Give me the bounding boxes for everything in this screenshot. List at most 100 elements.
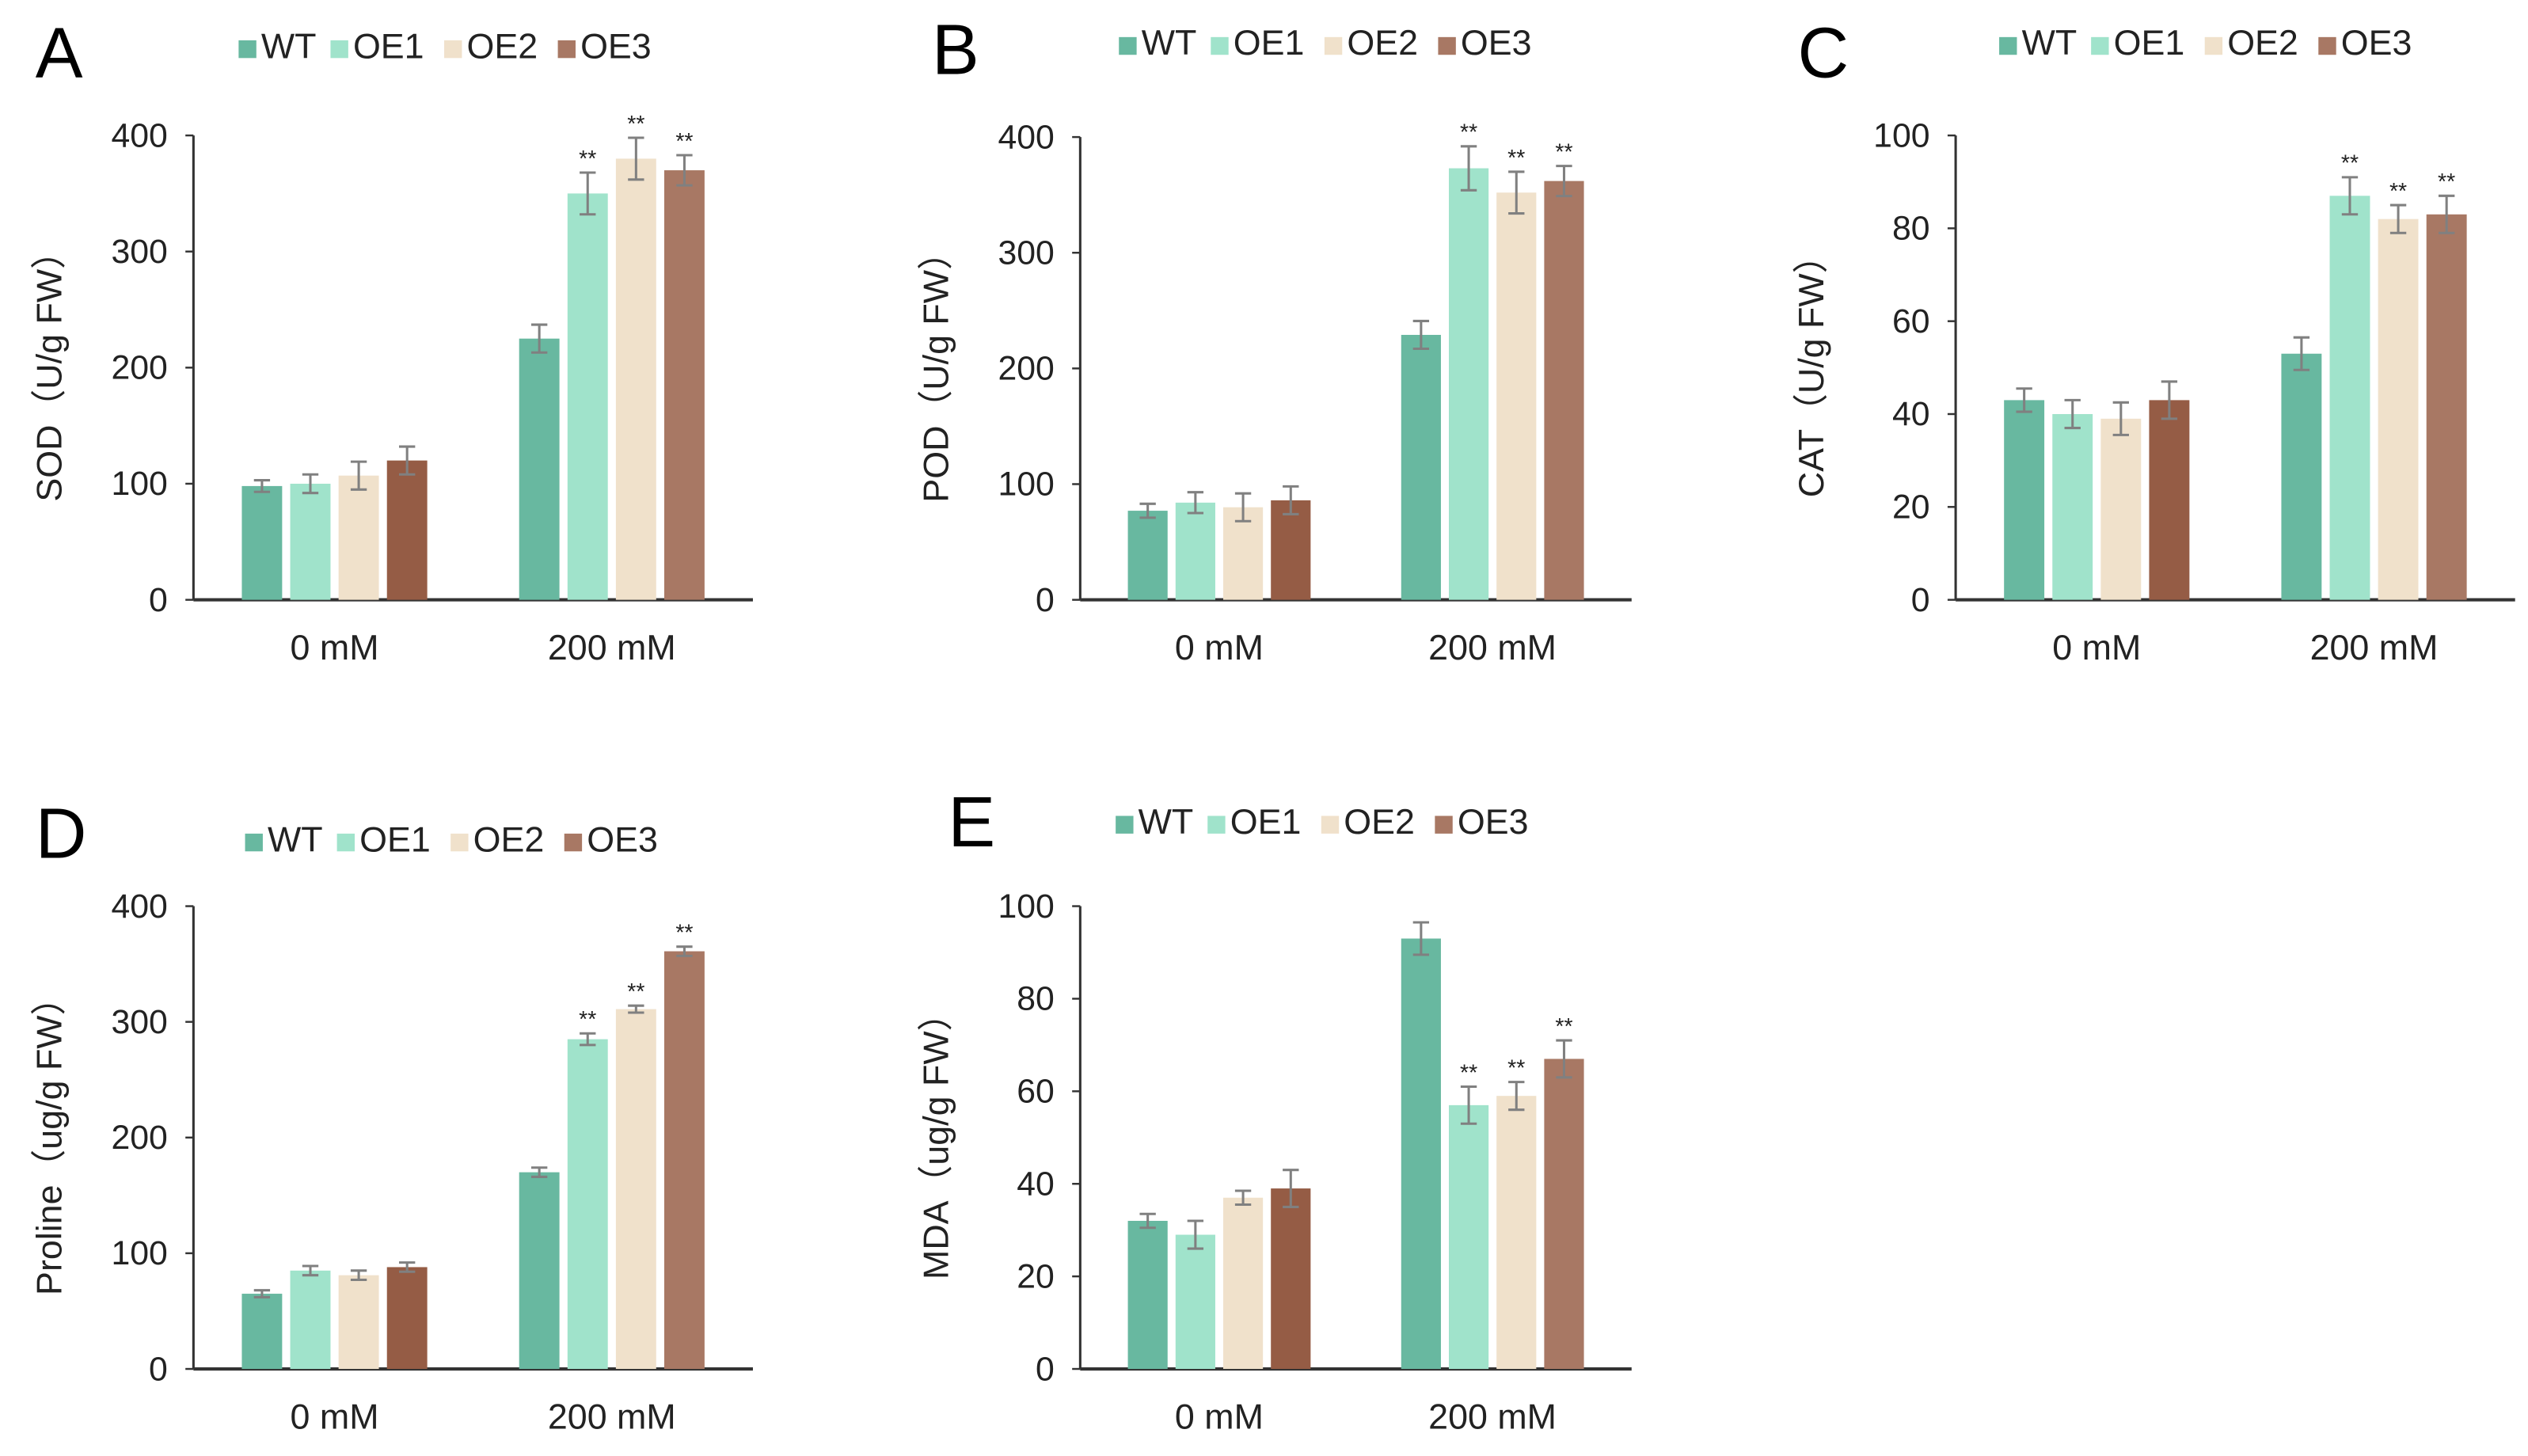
bar-oe1-200mm bbox=[1448, 1104, 1489, 1370]
bar-oe2-200mm bbox=[615, 158, 656, 600]
legend-label-oe3: OE3 bbox=[587, 819, 658, 859]
legend-swatch-oe2 bbox=[2204, 36, 2223, 55]
bar-oe3-200mm bbox=[1544, 1059, 1584, 1370]
legend-label-oe2: OE2 bbox=[1344, 802, 1415, 842]
x-tick-label: 0 mM bbox=[1175, 628, 1264, 667]
bar-oe3-200mm bbox=[2426, 214, 2467, 600]
y-axis-label: MDA（ug/g FW） bbox=[916, 996, 956, 1279]
significance-marker: ** bbox=[2438, 169, 2455, 195]
bar-oe3-0mm bbox=[386, 1267, 428, 1370]
y-axis-label: SOD（U/g FW） bbox=[29, 234, 69, 502]
legend-swatch-wt bbox=[1116, 815, 1134, 834]
legend-swatch-oe1 bbox=[2091, 36, 2109, 55]
bar-oe3-200mm bbox=[663, 170, 705, 600]
bar-oe3-0mm bbox=[1271, 1188, 1311, 1370]
legend-label-oe2: OE2 bbox=[1347, 23, 1418, 63]
legend-swatch-oe2 bbox=[1321, 815, 1340, 834]
bar-oe1-200mm bbox=[2329, 196, 2370, 600]
bar-wt-0mm bbox=[1127, 511, 1168, 600]
x-tick-label: 200 mM bbox=[548, 628, 676, 667]
bar-oe2-0mm bbox=[1222, 1197, 1264, 1370]
panel-C: C WT OE1 OE2 OE3 0 20 40 60 80 100 CAT（U/g FW） 0 mM 2… bbox=[1792, 13, 2515, 667]
bar-wt-200mm bbox=[519, 1172, 560, 1370]
bar-oe1-0mm bbox=[290, 483, 331, 600]
bar-wt-200mm bbox=[519, 338, 560, 600]
bar-oe2-0mm bbox=[1222, 507, 1264, 600]
x-tick-label: 200 mM bbox=[548, 1397, 676, 1436]
significance-marker: ** bbox=[1555, 139, 1572, 165]
bar-oe2-0mm bbox=[338, 1275, 379, 1370]
legend-swatch-oe2 bbox=[444, 40, 462, 59]
bar-oe1-0mm bbox=[2052, 413, 2093, 600]
panel-letter: A bbox=[36, 13, 83, 93]
legend-label-oe2: OE2 bbox=[467, 26, 538, 66]
x-tick-label: 200 mM bbox=[2310, 628, 2439, 667]
legend-label-oe1: OE1 bbox=[353, 26, 424, 66]
bar-wt-200mm bbox=[2281, 353, 2322, 600]
y-tick-label: 100 bbox=[998, 888, 1054, 926]
x-tick-label: 200 mM bbox=[1428, 628, 1557, 667]
bar-wt-0mm bbox=[241, 485, 283, 600]
bar-oe2-200mm bbox=[615, 1009, 656, 1370]
bar-oe3-0mm bbox=[1271, 500, 1311, 600]
legend-label-oe1: OE1 bbox=[2114, 23, 2185, 63]
y-tick-label: 200 bbox=[111, 1119, 167, 1157]
legend-label-oe2: OE2 bbox=[2227, 23, 2298, 63]
legend-label-oe3: OE3 bbox=[1461, 23, 1532, 63]
legend-swatch-wt bbox=[1999, 36, 2017, 55]
legend-swatch-oe3 bbox=[564, 833, 583, 852]
significance-marker: ** bbox=[1507, 1055, 1525, 1081]
legend-label-oe1: OE1 bbox=[1234, 23, 1305, 63]
bar-oe1-0mm bbox=[1175, 502, 1215, 600]
panel-letter: C bbox=[1798, 13, 1849, 93]
bar-oe1-200mm bbox=[567, 193, 608, 600]
panel-letter: B bbox=[932, 10, 979, 89]
y-axis-label: Proline（ug/g FW） bbox=[29, 980, 69, 1295]
y-axis-label: CAT（U/g FW） bbox=[1792, 238, 1831, 497]
legend-swatch-oe3 bbox=[1435, 815, 1453, 834]
y-tick-label: 0 bbox=[1036, 581, 1055, 619]
significance-marker: ** bbox=[627, 112, 644, 137]
bar-oe3-0mm bbox=[386, 460, 428, 600]
significance-marker: ** bbox=[2389, 179, 2407, 204]
bar-oe2-200mm bbox=[1496, 192, 1537, 600]
x-tick-label: 0 mM bbox=[2052, 628, 2141, 667]
legend-swatch-oe1 bbox=[1211, 36, 1229, 55]
legend-swatch-wt bbox=[238, 40, 257, 59]
y-tick-label: 0 bbox=[1036, 1350, 1055, 1388]
panel-D: D WT OE1 OE2 OE3 0 100 200 300 400 Proline（ug/g FW… bbox=[29, 793, 753, 1436]
bar-wt-0mm bbox=[241, 1294, 283, 1370]
y-tick-label: 0 bbox=[149, 1350, 168, 1388]
legend-swatch-oe3 bbox=[557, 40, 576, 59]
bar-wt-200mm bbox=[1401, 334, 1441, 600]
bar-oe1-200mm bbox=[1448, 168, 1489, 600]
bar-oe3-200mm bbox=[1544, 181, 1584, 600]
bar-wt-0mm bbox=[1127, 1220, 1168, 1370]
bar-oe1-200mm bbox=[567, 1039, 608, 1370]
legend-label-oe1: OE1 bbox=[359, 819, 431, 859]
bar-oe2-200mm bbox=[2378, 219, 2419, 600]
legend-swatch-oe1 bbox=[336, 833, 355, 852]
significance-marker: ** bbox=[2341, 151, 2359, 177]
legend-label-oe3: OE3 bbox=[580, 26, 652, 66]
y-tick-label: 80 bbox=[1017, 980, 1055, 1018]
legend-label-wt: WT bbox=[268, 819, 323, 859]
bar-wt-0mm bbox=[2004, 400, 2045, 600]
legend-label-wt: WT bbox=[261, 26, 317, 66]
legend-label-wt: WT bbox=[2022, 23, 2078, 63]
significance-marker: ** bbox=[1507, 146, 1525, 171]
bar-oe1-0mm bbox=[1175, 1234, 1215, 1370]
y-tick-label: 300 bbox=[998, 234, 1054, 272]
y-tick-label: 0 bbox=[1911, 581, 1930, 619]
x-tick-label: 200 mM bbox=[1428, 1397, 1557, 1436]
bar-oe2-200mm bbox=[1496, 1096, 1537, 1370]
y-tick-label: 20 bbox=[1892, 489, 1930, 527]
panel-letter: E bbox=[948, 782, 995, 861]
y-tick-label: 20 bbox=[1017, 1257, 1055, 1295]
y-tick-label: 60 bbox=[1892, 302, 1930, 340]
y-tick-label: 100 bbox=[1873, 116, 1929, 154]
significance-marker: ** bbox=[1555, 1014, 1572, 1040]
legend-label-oe3: OE3 bbox=[1458, 802, 1529, 842]
y-tick-label: 400 bbox=[998, 118, 1054, 156]
